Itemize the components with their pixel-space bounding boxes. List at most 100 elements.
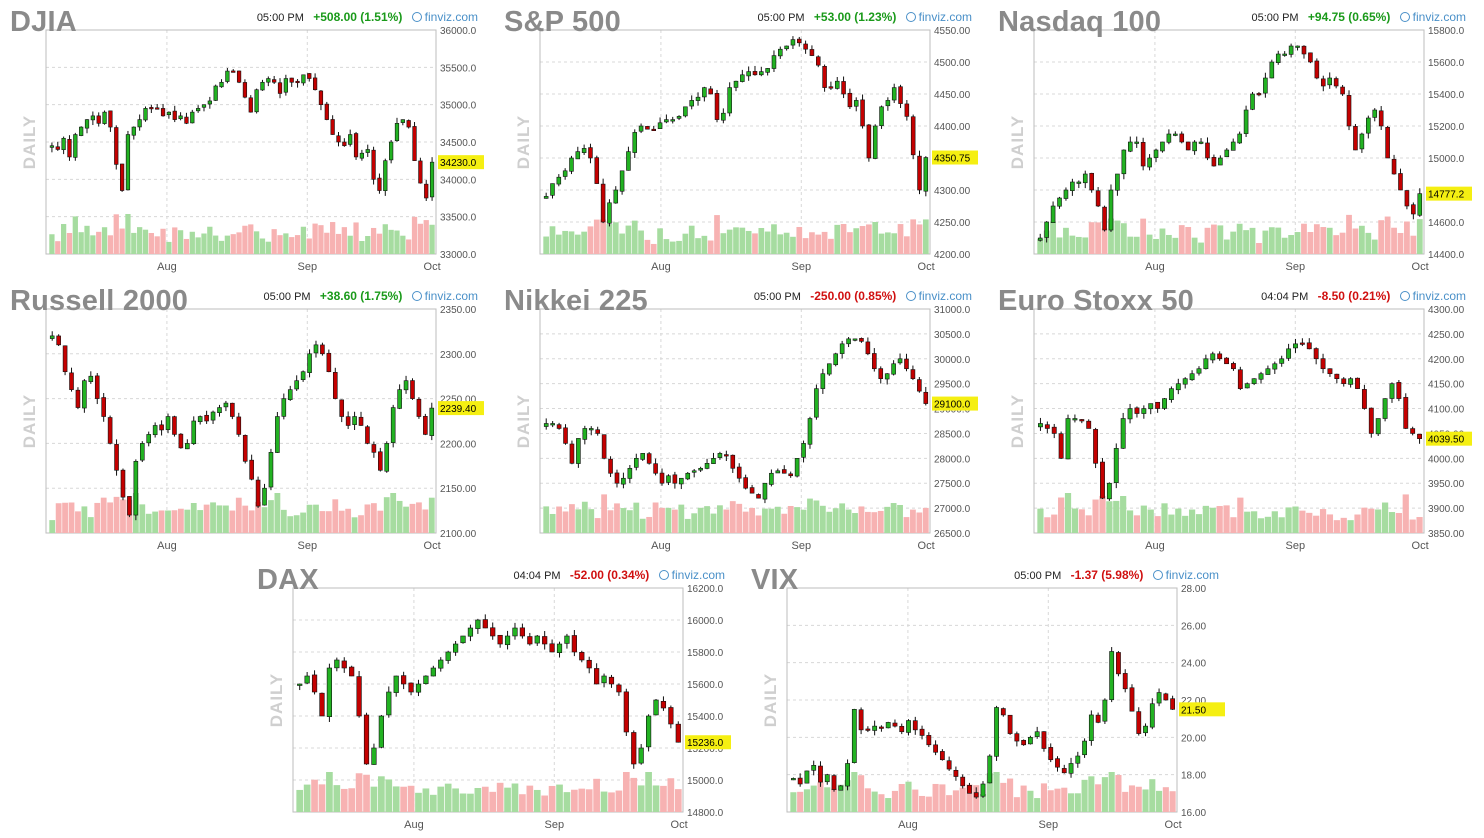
volume-bar (370, 786, 378, 812)
candle-body (1068, 763, 1074, 774)
volume-bar (68, 502, 75, 533)
candle-body (645, 126, 650, 130)
candle-body (1417, 193, 1423, 216)
candle-body (1385, 126, 1390, 159)
volume-bar (330, 222, 336, 254)
candle-body (818, 765, 823, 783)
candle-body (1391, 158, 1397, 175)
last-price-highlight (438, 401, 484, 416)
y-tick-label: 35000.0 (440, 101, 477, 112)
volume-bar (830, 788, 838, 812)
volume-bar (826, 511, 833, 533)
volume-bar (885, 798, 892, 812)
candle-body (1372, 109, 1378, 118)
source-link[interactable]: finviz.com (411, 289, 478, 303)
candle-body (1058, 433, 1064, 459)
volume-bar (139, 504, 146, 533)
candle-body (668, 707, 674, 725)
volume-bar (1294, 232, 1301, 254)
index-chart-panel-1: 4550.004500.004450.004400.004350.004300.… (494, 0, 978, 280)
candle-body (892, 722, 898, 727)
volume-bar (807, 498, 813, 533)
last-price-label: 29100.0 (934, 400, 971, 411)
candle-body (1163, 693, 1169, 701)
volume-bar (1388, 512, 1396, 533)
candle-body (621, 477, 626, 485)
last-price-highlight (932, 396, 978, 411)
candle-body (1082, 740, 1087, 756)
candle-body (807, 418, 813, 445)
candle-body (342, 141, 347, 147)
candle-body (196, 108, 201, 112)
volume-bar (764, 231, 771, 254)
candle-body (1127, 141, 1133, 152)
candle-body (756, 494, 761, 499)
candle-body (318, 90, 324, 105)
volume-bar (383, 497, 390, 533)
source-link[interactable]: finviz.com (1152, 568, 1219, 582)
finviz-icon (1399, 291, 1410, 301)
volume-bar (376, 233, 383, 254)
volume-bar (481, 786, 489, 812)
volume-bar (678, 504, 685, 533)
volume-bar (817, 782, 824, 812)
volume-bar (840, 224, 847, 254)
volume-bar (1333, 520, 1340, 533)
source-link[interactable]: finviz.com (905, 289, 972, 303)
volume-bar (581, 501, 588, 533)
candle-body (897, 358, 903, 364)
volume-bar (248, 510, 255, 533)
candle-body (640, 453, 646, 460)
candle-body (1366, 117, 1371, 134)
volume-bar (1216, 506, 1223, 533)
volume-bar (417, 223, 424, 254)
candle-body (1070, 181, 1075, 191)
candle-body (1410, 428, 1416, 434)
volume-bar (358, 515, 364, 533)
candle-body (904, 358, 909, 370)
candle-body (452, 643, 459, 653)
volume-bar (851, 772, 858, 812)
volume-bar (49, 520, 56, 533)
volume-bar (633, 502, 640, 533)
volume-bar (242, 505, 249, 533)
candle-body (595, 429, 600, 434)
candle-body (891, 87, 897, 101)
finviz-icon (905, 12, 916, 22)
volume-bar (253, 231, 260, 254)
source-label: finviz.com (918, 289, 972, 303)
candle-body (378, 451, 383, 471)
axis-label-daily: DAILY (1008, 394, 1027, 448)
volume-bar (1133, 236, 1140, 254)
candle-body (1143, 725, 1148, 734)
index-title: Nasdaq 100 (998, 6, 1162, 38)
candle-body (765, 68, 770, 73)
volume-bar (810, 785, 817, 812)
volume-bar (72, 216, 78, 254)
volume-bar (1067, 793, 1075, 812)
candle-body (277, 82, 283, 94)
candle-body (743, 477, 748, 489)
volume-bar (777, 234, 784, 254)
index-chart-panel-3: 2350.00 2300.00 2250.00 2200.00 2150.00 2100.… (0, 279, 484, 559)
index-chart-panel-4: 31000.030500.030000.029500.029000.028500… (494, 279, 978, 559)
volume-bar (824, 787, 831, 812)
source-link[interactable]: finviz.com (1399, 289, 1466, 303)
quote-change: -52.00 (0.34%) (569, 568, 650, 582)
candle-body (1044, 424, 1050, 429)
candle-body (159, 424, 164, 431)
volume-bar (1114, 220, 1121, 254)
source-link[interactable]: finviz.com (1399, 10, 1466, 24)
candle-body (120, 469, 126, 498)
volume-bar (986, 773, 993, 812)
source-link[interactable]: finviz.com (905, 10, 972, 24)
index-chart-panel-0: 36000.0 35500.0 35000.0 34500.0 34000.0 33500… (0, 0, 484, 280)
volume-bar (318, 225, 324, 254)
volume-bar (1182, 515, 1189, 533)
source-link[interactable]: finviz.com (411, 10, 478, 24)
volume-bar (335, 233, 342, 254)
y-tick-label: 4200.00 (934, 250, 971, 261)
source-link[interactable]: finviz.com (658, 568, 725, 582)
volume-bar (1085, 515, 1092, 533)
candle-body (1217, 353, 1223, 360)
